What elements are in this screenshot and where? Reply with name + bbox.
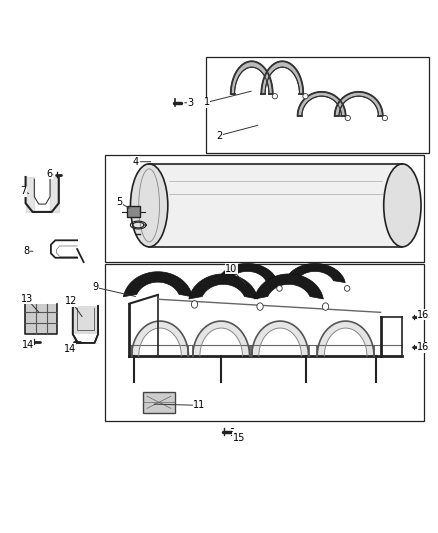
Bar bbox=[143, 392, 175, 413]
Ellipse shape bbox=[277, 286, 282, 291]
Polygon shape bbox=[124, 272, 192, 297]
Polygon shape bbox=[297, 92, 346, 116]
Text: 13: 13 bbox=[21, 294, 33, 304]
Text: 12: 12 bbox=[65, 296, 78, 306]
Ellipse shape bbox=[344, 286, 350, 291]
Bar bbox=[127, 206, 140, 217]
Ellipse shape bbox=[191, 301, 198, 308]
Bar bbox=[106, 155, 424, 262]
Ellipse shape bbox=[322, 303, 328, 310]
Ellipse shape bbox=[384, 164, 421, 247]
Text: 15: 15 bbox=[233, 433, 245, 442]
Polygon shape bbox=[231, 61, 273, 94]
Text: 3: 3 bbox=[187, 98, 194, 108]
Text: 14: 14 bbox=[21, 340, 34, 350]
Bar bbox=[149, 164, 403, 247]
Text: 11: 11 bbox=[193, 400, 205, 410]
Text: 16: 16 bbox=[417, 310, 429, 319]
Bar bbox=[206, 57, 428, 153]
Circle shape bbox=[272, 94, 278, 99]
Ellipse shape bbox=[257, 303, 263, 310]
Text: 16: 16 bbox=[417, 342, 429, 352]
Polygon shape bbox=[261, 61, 303, 94]
Text: 7: 7 bbox=[20, 187, 27, 196]
Circle shape bbox=[303, 94, 308, 99]
Text: 10: 10 bbox=[225, 264, 237, 273]
Polygon shape bbox=[189, 274, 258, 299]
Bar bbox=[25, 304, 57, 334]
Text: 5: 5 bbox=[117, 197, 123, 207]
Text: 6: 6 bbox=[46, 169, 53, 179]
Polygon shape bbox=[217, 263, 278, 282]
Text: 9: 9 bbox=[93, 282, 99, 293]
Polygon shape bbox=[285, 263, 345, 282]
Text: 4: 4 bbox=[133, 157, 139, 167]
Polygon shape bbox=[193, 321, 250, 356]
Text: 8: 8 bbox=[24, 246, 30, 256]
Polygon shape bbox=[252, 321, 308, 356]
Bar bbox=[106, 264, 424, 422]
Bar bbox=[73, 306, 98, 334]
Text: 2: 2 bbox=[216, 131, 222, 141]
Polygon shape bbox=[335, 92, 383, 116]
Text: 1: 1 bbox=[204, 98, 210, 107]
Polygon shape bbox=[132, 321, 188, 356]
Polygon shape bbox=[317, 321, 374, 356]
Circle shape bbox=[345, 116, 350, 120]
Ellipse shape bbox=[131, 164, 168, 247]
Text: 14: 14 bbox=[64, 344, 76, 353]
Circle shape bbox=[382, 116, 388, 120]
Polygon shape bbox=[254, 274, 323, 299]
